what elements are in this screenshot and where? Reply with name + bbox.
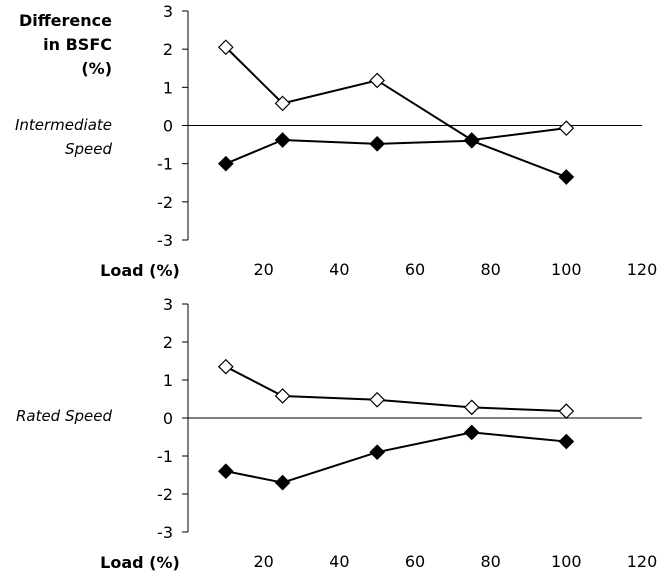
y-axis-title-line: in BSFC	[43, 35, 112, 54]
open-diamond-point	[558, 403, 575, 420]
x-tick-label: 40	[329, 552, 349, 571]
y-tick-label: 1	[163, 78, 173, 97]
y-tick-label: -2	[157, 193, 173, 212]
y-tick-label: -1	[157, 155, 173, 174]
x-tick-label: 40	[329, 260, 349, 279]
y-tick-label: 2	[163, 333, 173, 352]
y-tick-label: 2	[163, 40, 173, 59]
filled-diamond-point	[369, 135, 386, 152]
series-filled-line	[225, 138, 567, 178]
open-diamond-point	[558, 120, 575, 137]
open-diamond-point	[369, 391, 386, 408]
filled-diamond-point	[369, 444, 386, 461]
x-tick-label: 80	[480, 260, 500, 279]
filled-diamond-point	[558, 433, 575, 450]
x-tick-label: 100	[551, 552, 582, 571]
panel-label-line: Intermediate	[15, 116, 112, 134]
series-open-line	[225, 365, 567, 413]
open-diamond-point	[217, 358, 234, 375]
y-axis-title-line: Difference	[19, 11, 112, 30]
open-diamond-point	[217, 39, 234, 56]
y-tick-label: 1	[163, 371, 173, 390]
series-open-line	[225, 46, 567, 142]
y-tick-label: 3	[163, 295, 173, 314]
y-tick-label: -3	[157, 523, 173, 542]
x-tick-label: 120	[627, 552, 658, 571]
filled-diamond-point	[463, 132, 480, 149]
x-tick-label: 20	[253, 552, 273, 571]
y-tick-label: 3	[163, 2, 173, 21]
x-axis-label: Load (%)	[100, 553, 180, 572]
filled-diamond-point	[558, 169, 575, 185]
y-axis-title-line: (%)	[81, 59, 112, 78]
panel-label-line: Speed	[65, 140, 113, 158]
panel-label-line: Rated Speed	[16, 407, 113, 425]
y-tick-label: -2	[157, 485, 173, 504]
open-diamond-point	[463, 399, 480, 416]
filled-diamond-point	[217, 463, 234, 480]
series-filled-line	[225, 431, 567, 484]
filled-diamond-point	[274, 474, 291, 491]
x-tick-label: 80	[480, 552, 500, 571]
open-diamond-point	[274, 95, 291, 112]
x-tick-label: 100	[551, 260, 582, 279]
filled-diamond-point	[463, 424, 480, 441]
open-diamond-point	[274, 388, 291, 404]
x-tick-label: 60	[405, 552, 425, 571]
filled-diamond-point	[217, 155, 234, 172]
filled-diamond-point	[274, 132, 291, 148]
y-tick-label: 0	[163, 117, 173, 136]
x-tick-label: 60	[405, 260, 425, 279]
open-diamond-point	[369, 72, 386, 89]
x-axis-label: Load (%)	[100, 261, 180, 280]
y-tick-label: -1	[157, 447, 173, 466]
x-tick-label: 120	[627, 260, 658, 279]
y-tick-label: -3	[157, 231, 173, 250]
x-tick-label: 20	[253, 260, 273, 279]
y-tick-label: 0	[163, 409, 173, 428]
